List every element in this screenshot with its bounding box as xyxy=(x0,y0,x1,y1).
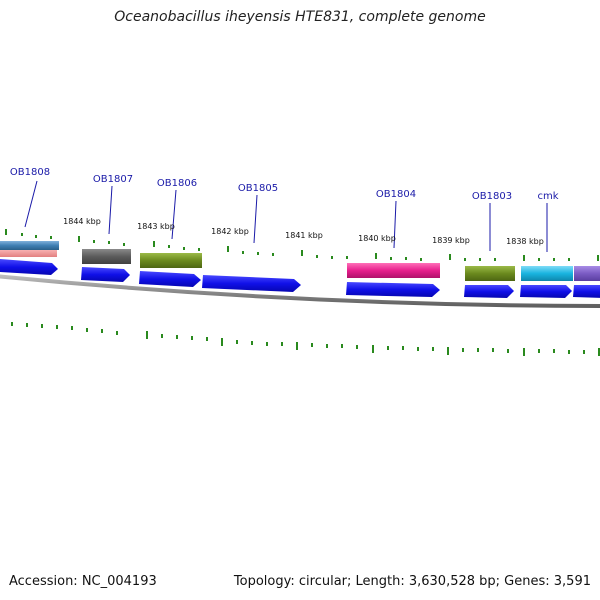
feature-ob1806[interactable] xyxy=(140,253,202,268)
kbp-scale-labels: 1844 kbp 1843 kbp 1842 kbp 1841 kbp 1840… xyxy=(63,217,544,246)
feature-ob1807[interactable] xyxy=(82,249,131,264)
cds-ob1805[interactable] xyxy=(202,275,301,292)
upper-tick-track xyxy=(5,229,599,261)
genome-stats-text: Topology: circular; Length: 3,630,528 bp… xyxy=(233,574,591,589)
gene-label-ob1806[interactable]: OB1806 xyxy=(157,178,197,189)
gene-label-ob1808[interactable]: OB1808 xyxy=(10,167,50,178)
kbp-label-1838: 1838 kbp xyxy=(506,237,544,246)
kbp-label-1840: 1840 kbp xyxy=(358,234,396,243)
gene-label-ob1805[interactable]: OB1805 xyxy=(238,183,278,194)
kbp-label-1842: 1842 kbp xyxy=(211,227,249,236)
kbp-label-1841: 1841 kbp xyxy=(285,231,323,240)
gene-label-ob1804[interactable]: OB1804 xyxy=(376,189,416,200)
cds-ob1804[interactable] xyxy=(346,282,440,297)
feature-track-upper[interactable] xyxy=(0,241,600,281)
cds-ob1806[interactable] xyxy=(139,271,201,287)
label-leaders xyxy=(24,180,548,252)
feature-next[interactable] xyxy=(574,266,600,281)
kbp-label-1839: 1839 kbp xyxy=(432,236,470,245)
cds-next[interactable] xyxy=(573,285,600,298)
lower-tick-track xyxy=(11,322,600,356)
feature-ob1808[interactable] xyxy=(0,241,59,250)
gene-label-ob1803[interactable]: OB1803 xyxy=(472,191,512,202)
accession-text: Accession: NC_004193 xyxy=(9,574,157,589)
cds-ob1807[interactable] xyxy=(81,267,130,282)
gene-label-cmk[interactable]: cmk xyxy=(537,191,558,202)
feature-ob1804[interactable] xyxy=(347,263,440,278)
kbp-label-1843: 1843 kbp xyxy=(137,222,175,231)
cds-cmk[interactable] xyxy=(520,285,572,298)
feature-cmk[interactable] xyxy=(521,266,573,281)
kbp-label-1844: 1844 kbp xyxy=(63,217,101,226)
feature-ob1803[interactable] xyxy=(465,266,515,281)
gene-labels: OB1808 OB1807 OB1806 OB1805 OB1804 OB180… xyxy=(10,167,559,202)
genome-backbone xyxy=(0,274,600,308)
cds-ob1803[interactable] xyxy=(464,285,514,298)
map-title: Oceanobacillus iheyensis HTE831, complet… xyxy=(114,9,486,25)
gene-label-ob1807[interactable]: OB1807 xyxy=(93,174,133,185)
cds-ob1808[interactable] xyxy=(0,259,58,275)
cds-track[interactable] xyxy=(0,259,600,298)
feature-ob1808-pink[interactable] xyxy=(0,250,57,257)
